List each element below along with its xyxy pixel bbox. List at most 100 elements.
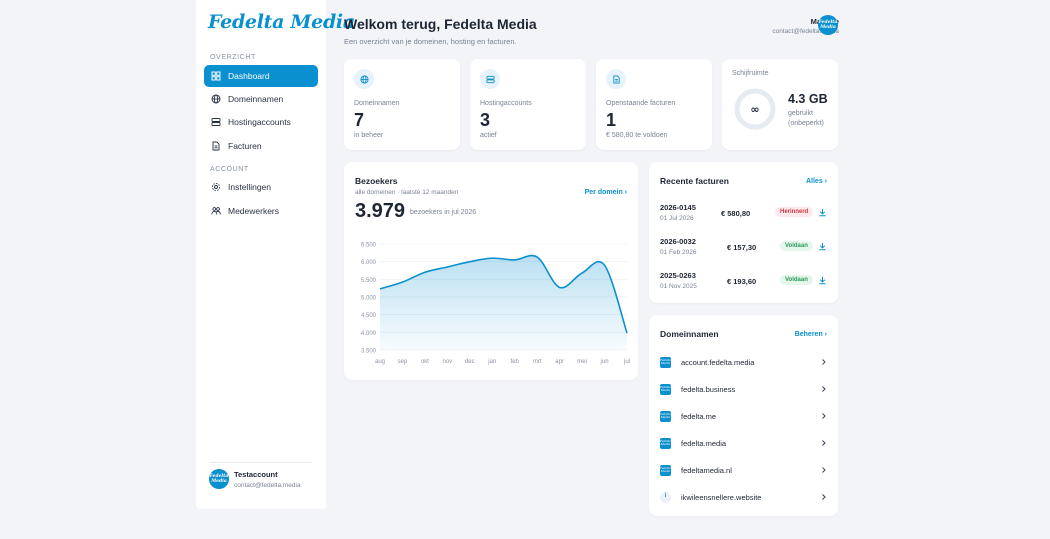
disk-sub: gebruikt (onbeperkt) [788,109,824,128]
sidebar-item-label: Instellingen [228,182,272,192]
section-label-overview: OVERZICHT [210,54,256,61]
domain-name: fedelta.media [681,438,727,448]
series-area [380,255,627,350]
domain-favicon-icon: Fedelta Media [660,356,671,368]
invoice-amount: € 193,60 [727,277,757,286]
domain-row[interactable]: Fedelta Media fedelta.business [660,380,827,398]
domain-row[interactable]: Fedelta Media fedelta.me [660,407,827,425]
domain-favicon-icon: Fedelta Media [660,437,671,449]
sidebar-item-employees[interactable]: Medewerkers [204,200,318,222]
y-tick-label: 3.500 [361,349,377,355]
stat-sub: € 580,80 te voldoen [606,132,668,139]
invoice-row[interactable]: 2025-0263 01 Nov 2025 € 193,60 Voldaan [660,271,827,295]
stat-card-hosting[interactable]: Hostingaccounts 3 actief [470,59,586,150]
disk-usage-card: Schijfruimte ∞ 4.3 GB gebruikt (onbeperk… [722,59,838,150]
invoice-row[interactable]: 2026-0032 01 Feb 2026 € 157,30 Voldaan [660,237,827,261]
x-tick-label: apr [555,359,564,365]
domains-card: Domeinnamen Beheren › Fedelta Media accou… [649,315,838,516]
download-icon[interactable] [818,242,827,251]
x-tick-label: mrt [533,359,542,365]
stat-sub: actief [480,132,497,139]
stat-card-domains[interactable]: Domeinnamen 7 in beheer [344,59,460,150]
section-label-account: ACCOUNT [210,166,249,173]
stat-sub: in beheer [354,132,384,139]
domain-name: fedelta.me [681,411,717,421]
avatar: Fedelta Media [209,469,229,489]
sidebar-item-label: Hostingaccounts [228,117,291,127]
dashboard-icon [211,71,221,81]
status-badge: Voldaan [780,241,813,251]
disk-sub-used: gebruikt [788,110,813,117]
header-avatar[interactable]: Fedelta Media [818,15,838,35]
download-icon[interactable] [818,276,827,285]
gear-icon [211,182,221,192]
status-badge: Voldaan [780,275,813,285]
brand-logo[interactable]: Fedelta Media [208,11,355,33]
status-badge: Herinnerd [775,207,814,217]
recent-invoices-card: Recente facturen Alles › 2026-0145 01 Jul… [649,162,838,303]
domain-name: fedeltamedia.nl [681,465,732,475]
user-name: Testaccount [234,469,278,479]
sidebar-item-label: Medewerkers [228,206,280,216]
chevron-right-icon [822,386,826,392]
series-line [379,254,628,334]
x-tick-label: mei [577,359,587,365]
chevron-right-icon [822,494,826,500]
chevron-right-icon [822,467,826,473]
stat-value: 7 [354,110,365,130]
invoice-amount: € 580,80 [721,209,751,218]
per-domain-link[interactable]: Per domein › [584,189,627,196]
x-tick-label: jan [487,359,496,365]
sidebar-user[interactable]: Fedelta Media Testaccount contact@fedelt… [209,469,301,489]
invoice-row[interactable]: 2026-0145 01 Jul 2026 € 580,80 Herinnerd [660,203,827,227]
y-tick-label: 6.500 [361,243,377,249]
disk-ring: ∞ [734,88,776,130]
domain-row[interactable]: Fedelta Media fedelta.media [660,434,827,452]
domain-row[interactable]: Fedelta Media account.fedelta.media [660,353,827,371]
sidebar: Fedelta Media OVERZICHT Dashboard Domein… [196,0,355,509]
manage-domains-link[interactable]: Beheren › [794,331,827,338]
stat-label: Domeinnamen [354,100,400,107]
domain-name: fedelta.business [681,384,736,394]
visitors-chart: 6.500 6.000 5.500 5.000 4.500 4.000 3.500 aug se… [361,243,630,366]
sidebar-item-invoices[interactable]: Facturen [204,135,318,157]
document-icon [606,69,626,89]
stat-value: 1 [606,110,617,130]
stat-label: Hostingaccounts [480,100,532,107]
sidebar-item-domains[interactable]: Domeinnamen [204,88,318,110]
disk-sub-limit: (onbeperkt) [788,119,824,127]
header-user-email: contact@fedelta.media [772,28,839,35]
chevron-right-icon [822,440,826,446]
domain-name: account.fedelta.media [681,357,755,367]
invoice-date: 01 Feb 2026 [660,249,697,256]
sidebar-item-label: Dashboard [228,71,270,81]
user-email: contact@fedelta.media [234,481,301,489]
domain-favicon-icon: Fedelta Media [660,464,671,476]
sidebar-item-hosting[interactable]: Hostingaccounts [204,111,318,133]
y-tick-label: 4.500 [361,313,377,319]
x-tick-label: jun [600,359,609,365]
page-subtitle: Een overzicht van je domeinen, hosting e… [344,37,517,46]
sidebar-item-dashboard[interactable]: Dashboard [204,65,318,87]
x-tick-label: feb [511,359,520,365]
page-title: Welkom terug, Fedelta Media [344,16,537,32]
invoice-date: 01 Nov 2025 [660,283,697,290]
visitors-total-sub: bezoekers in jul 2026 [410,209,477,216]
sidebar-item-label: Domeinnamen [228,94,284,104]
disk-value: 4.3 GB [788,92,828,106]
sidebar-divider [210,462,312,463]
disk-label: Schijfruimte [732,70,769,77]
x-tick-label: jul [623,359,630,365]
domains-title: Domeinnamen [660,329,719,339]
invoice-date: 01 Jul 2026 [660,215,694,222]
invoices-title: Recente facturen [660,176,729,186]
domain-row[interactable]: i ikwileensnellere.website [660,488,827,506]
sidebar-item-settings[interactable]: Instellingen [204,176,318,198]
domain-row[interactable]: Fedelta Media fedeltamedia.nl [660,461,827,479]
stat-card-invoices[interactable]: Openstaande facturen 1 € 580,80 te voldo… [596,59,712,150]
download-icon[interactable] [818,208,827,217]
all-invoices-link[interactable]: Alles › [805,178,827,185]
server-icon [211,118,221,126]
stat-label: Openstaande facturen [606,100,676,107]
x-tick-label: sep [398,359,408,365]
